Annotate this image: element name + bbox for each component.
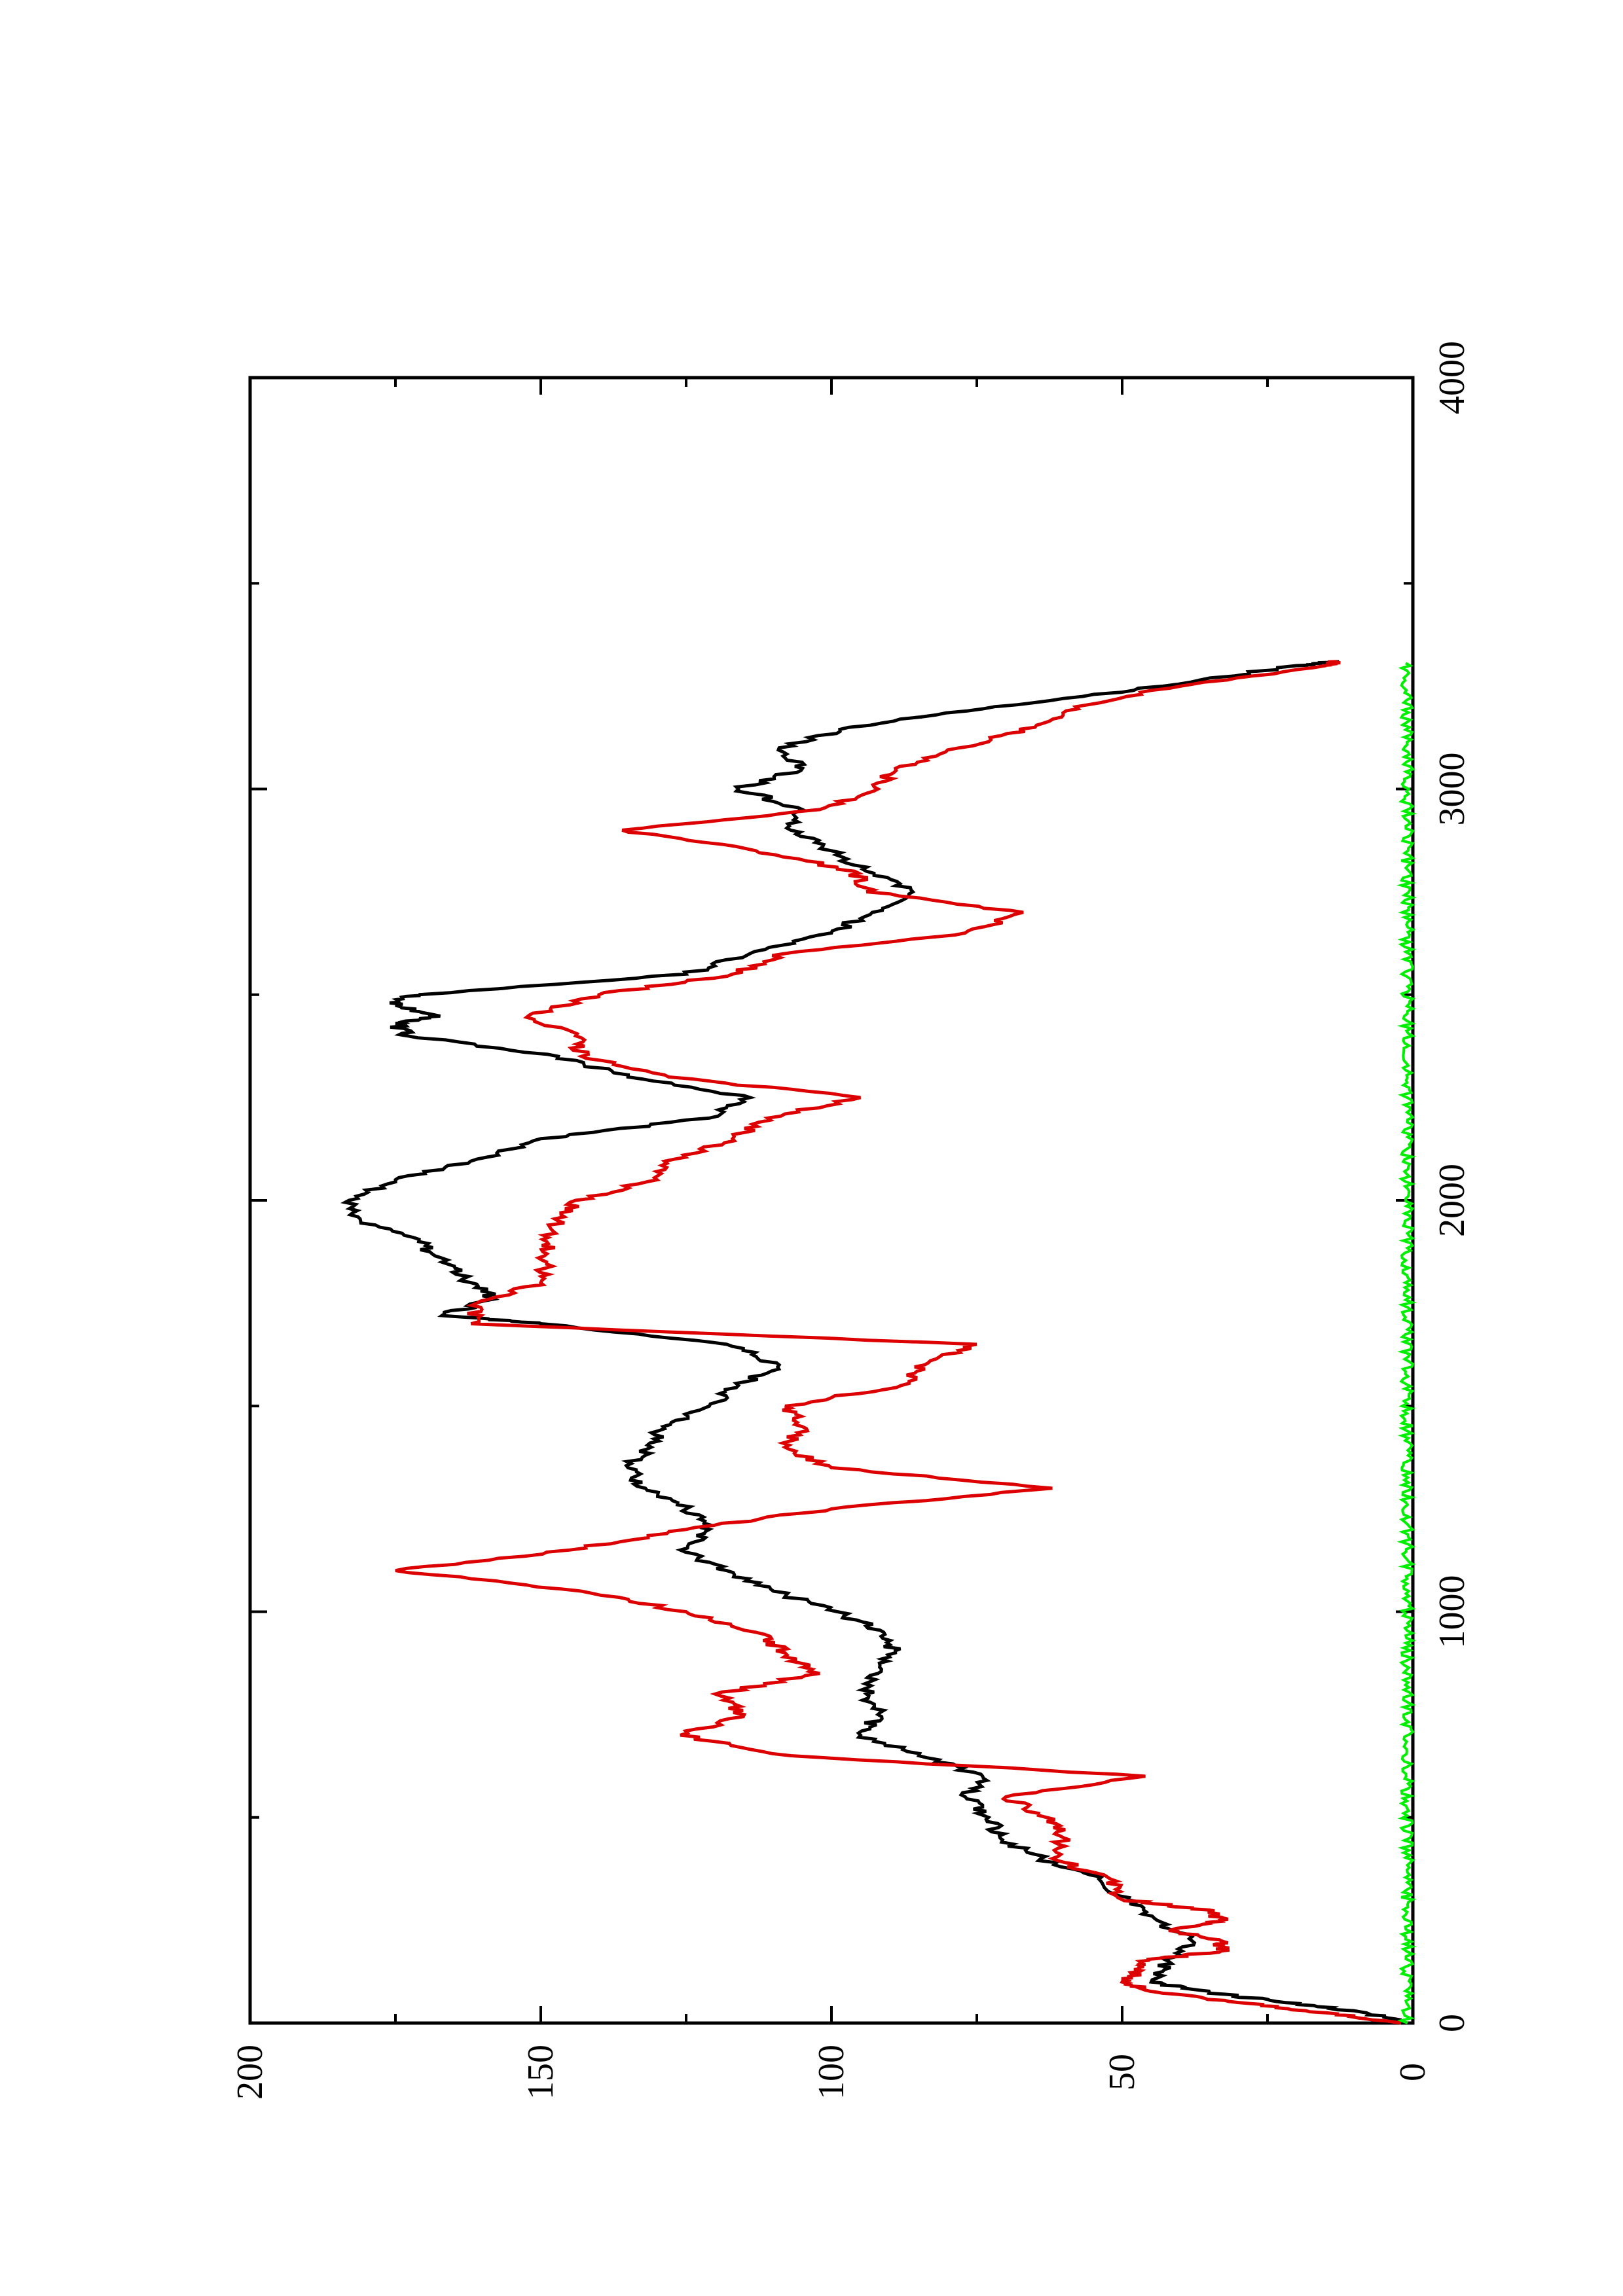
y-tick-label: 50 [1102,2054,1142,2090]
y-tick-label: 100 [811,2045,852,2100]
y-tick-label: 200 [230,2045,270,2100]
plot-area [248,376,1415,2025]
y-axis-ticks: 0 50 100 150 200 [230,378,1433,2100]
x-axis-ticks: 0 1000 2000 3000 4000 [250,341,1472,2032]
series-line-2 [1396,662,1417,2024]
x-tick-label: 3000 [1432,753,1472,826]
x-tick-label: 0 [1432,2014,1472,2032]
series-line-1 [395,660,1402,2025]
series-line-0 [340,660,1408,2025]
x-tick-label: 1000 [1432,1575,1472,1649]
y-tick-label: 150 [520,2045,561,2100]
x-tick-label: 2000 [1432,1164,1472,1237]
y-tick-label: 0 [1393,2063,1433,2081]
series-layer [340,660,1417,2025]
x-tick-label: 4000 [1432,341,1472,414]
